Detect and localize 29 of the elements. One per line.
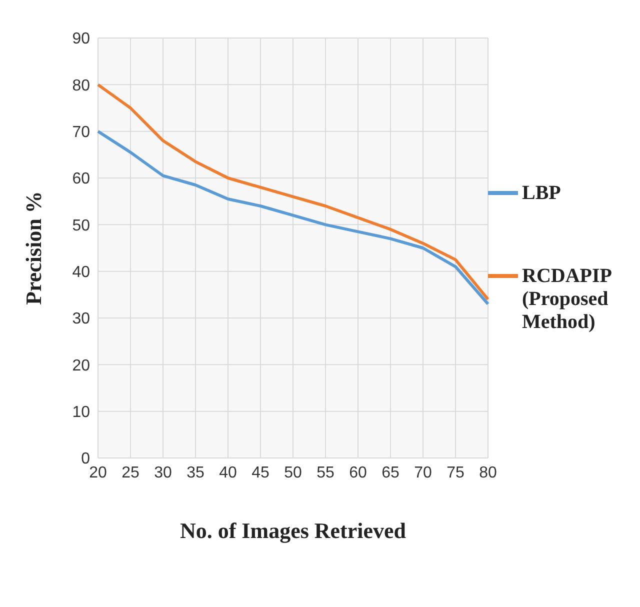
x-tick-label: 40 [219,464,237,482]
x-tick-label: 50 [284,464,302,482]
y-tick-label: 70 [72,124,90,142]
x-tick-label: 70 [414,464,432,482]
y-tick-label: 40 [72,264,90,282]
x-tick-label: 30 [154,464,172,482]
x-tick-label: 55 [316,464,334,482]
y-tick-label: 10 [72,404,90,422]
x-tick-label: 20 [89,464,107,482]
line-series [96,130,490,306]
legend-label: LBP [522,182,561,205]
y-axis-title: Precision % [20,191,46,305]
line-series [96,83,490,301]
y-tick-label: 60 [72,170,90,188]
y-tick-label: 90 [72,30,90,48]
x-tick-label: 25 [122,464,140,482]
y-tick-label: 80 [72,77,90,94]
y-tick-label: 20 [72,357,90,374]
x-tick-label: 65 [382,464,400,482]
legend-label: RCDAPIP(Proposed Method) [522,265,613,334]
x-tick-label: 35 [186,464,204,482]
x-tick-label: 60 [349,464,367,482]
x-tick-label: 45 [252,464,270,482]
y-tick-label: 50 [72,217,90,234]
x-axis-title: No. of Images Retrieved [180,518,406,543]
y-tick-label: 30 [72,310,90,328]
x-tick-label: 80 [479,464,497,482]
y-tick-label: 0 [81,450,90,468]
x-tick-label: 75 [446,464,464,482]
